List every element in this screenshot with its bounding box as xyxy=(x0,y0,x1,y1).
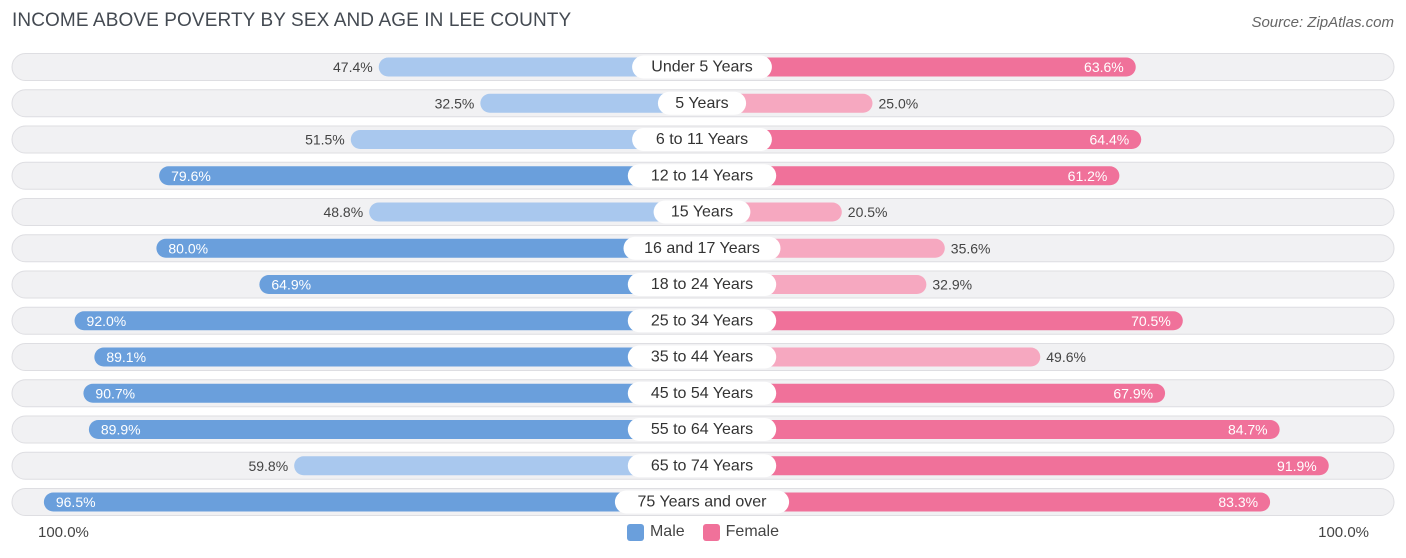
female-value-label: 91.9% xyxy=(1277,458,1317,474)
male-bar xyxy=(378,57,702,77)
female-value-label: 84.7% xyxy=(1228,422,1268,438)
female-bar xyxy=(702,492,1271,512)
legend-item-male[interactable]: Male xyxy=(626,523,685,541)
category-label: 75 Years and over xyxy=(638,494,768,511)
female-value-label: 64.4% xyxy=(1090,132,1130,148)
category-pill xyxy=(627,418,777,441)
legend-label-male: Male xyxy=(649,523,685,540)
legend-label-female: Female xyxy=(725,523,780,540)
female-value-label: 49.6% xyxy=(1046,349,1086,365)
category-pill xyxy=(627,273,777,296)
legend: Male Female xyxy=(0,523,1406,541)
male-bar xyxy=(259,275,702,294)
female-value-label: 83.3% xyxy=(1218,494,1258,510)
female-bar xyxy=(702,383,1166,403)
male-bar xyxy=(74,311,702,331)
category-label: 6 to 11 Years xyxy=(656,131,748,148)
female-value-label: 25.0% xyxy=(879,95,919,111)
female-value-label: 20.5% xyxy=(848,204,888,220)
male-bar xyxy=(369,202,702,222)
male-value-label: 32.5% xyxy=(435,95,475,111)
legend-item-female[interactable]: Female xyxy=(702,523,780,541)
category-pill xyxy=(627,345,777,369)
male-bar xyxy=(350,130,702,149)
category-label: 12 to 14 Years xyxy=(651,167,753,184)
female-bar xyxy=(702,130,1142,149)
axis-left-label: 100.0% xyxy=(38,524,89,541)
female-bar xyxy=(702,347,1041,367)
category-pill xyxy=(657,91,747,115)
category-label: 55 to 64 Years xyxy=(651,421,753,438)
axis-right-label: 100.0% xyxy=(1318,524,1369,541)
female-bar xyxy=(702,166,1120,186)
male-value-label: 48.8% xyxy=(323,204,363,220)
category-pill xyxy=(627,381,777,405)
female-value-label: 61.2% xyxy=(1068,168,1108,184)
category-pill xyxy=(632,55,772,79)
female-bar xyxy=(702,311,1183,331)
category-label: Under 5 Years xyxy=(651,59,752,76)
male-value-label: 90.7% xyxy=(95,385,135,401)
category-pill xyxy=(632,128,772,151)
male-value-label: 47.4% xyxy=(333,59,373,75)
chart-title: INCOME ABOVE POVERTY BY SEX AND AGE IN L… xyxy=(12,10,572,31)
female-value-label: 67.9% xyxy=(1113,385,1153,401)
source-label: Source: ZipAtlas.com xyxy=(1251,14,1394,31)
male-value-label: 79.6% xyxy=(171,168,211,184)
male-bar xyxy=(94,347,702,367)
female-bar xyxy=(702,420,1280,439)
category-label: 35 to 44 Years xyxy=(651,349,753,366)
male-value-label: 80.0% xyxy=(168,240,208,256)
category-pill xyxy=(653,200,751,224)
male-value-label: 89.1% xyxy=(106,349,146,365)
male-bar xyxy=(43,492,703,512)
category-label: 65 to 74 Years xyxy=(651,457,753,474)
female-value-label: 63.6% xyxy=(1084,59,1124,75)
category-label: 45 to 54 Years xyxy=(651,385,753,402)
male-bar xyxy=(294,456,702,476)
category-pill xyxy=(614,490,790,514)
female-bar xyxy=(702,456,1329,476)
male-bar xyxy=(83,383,702,403)
female-bar xyxy=(702,57,1136,77)
category-label: 25 to 34 Years xyxy=(651,312,753,329)
legend-swatch-female xyxy=(702,523,720,541)
bar-chart: Under 5 Years 47.4% 63.6% 5 Years 32.5% 25.0%… xyxy=(11,53,1395,516)
category-label: 5 Years xyxy=(675,95,728,112)
female-value-label: 35.6% xyxy=(951,240,991,256)
male-value-label: 89.9% xyxy=(101,422,141,438)
male-value-label: 92.0% xyxy=(87,313,127,329)
category-label: 15 Years xyxy=(671,204,733,221)
male-value-label: 64.9% xyxy=(271,277,311,293)
male-bar xyxy=(159,166,703,186)
legend-swatch-male xyxy=(626,523,644,541)
category-pill xyxy=(627,309,777,333)
male-value-label: 96.5% xyxy=(56,494,96,510)
male-value-label: 51.5% xyxy=(305,132,345,148)
category-pill xyxy=(623,236,781,260)
category-pill xyxy=(627,164,777,188)
male-bar xyxy=(156,238,702,258)
male-value-label: 59.8% xyxy=(248,458,288,474)
male-bar xyxy=(480,93,702,113)
female-value-label: 70.5% xyxy=(1131,313,1171,329)
category-label: 16 and 17 Years xyxy=(644,240,760,257)
category-pill xyxy=(627,454,777,478)
category-label: 18 to 24 Years xyxy=(651,276,753,293)
female-value-label: 32.9% xyxy=(932,277,972,293)
male-bar xyxy=(88,420,702,439)
